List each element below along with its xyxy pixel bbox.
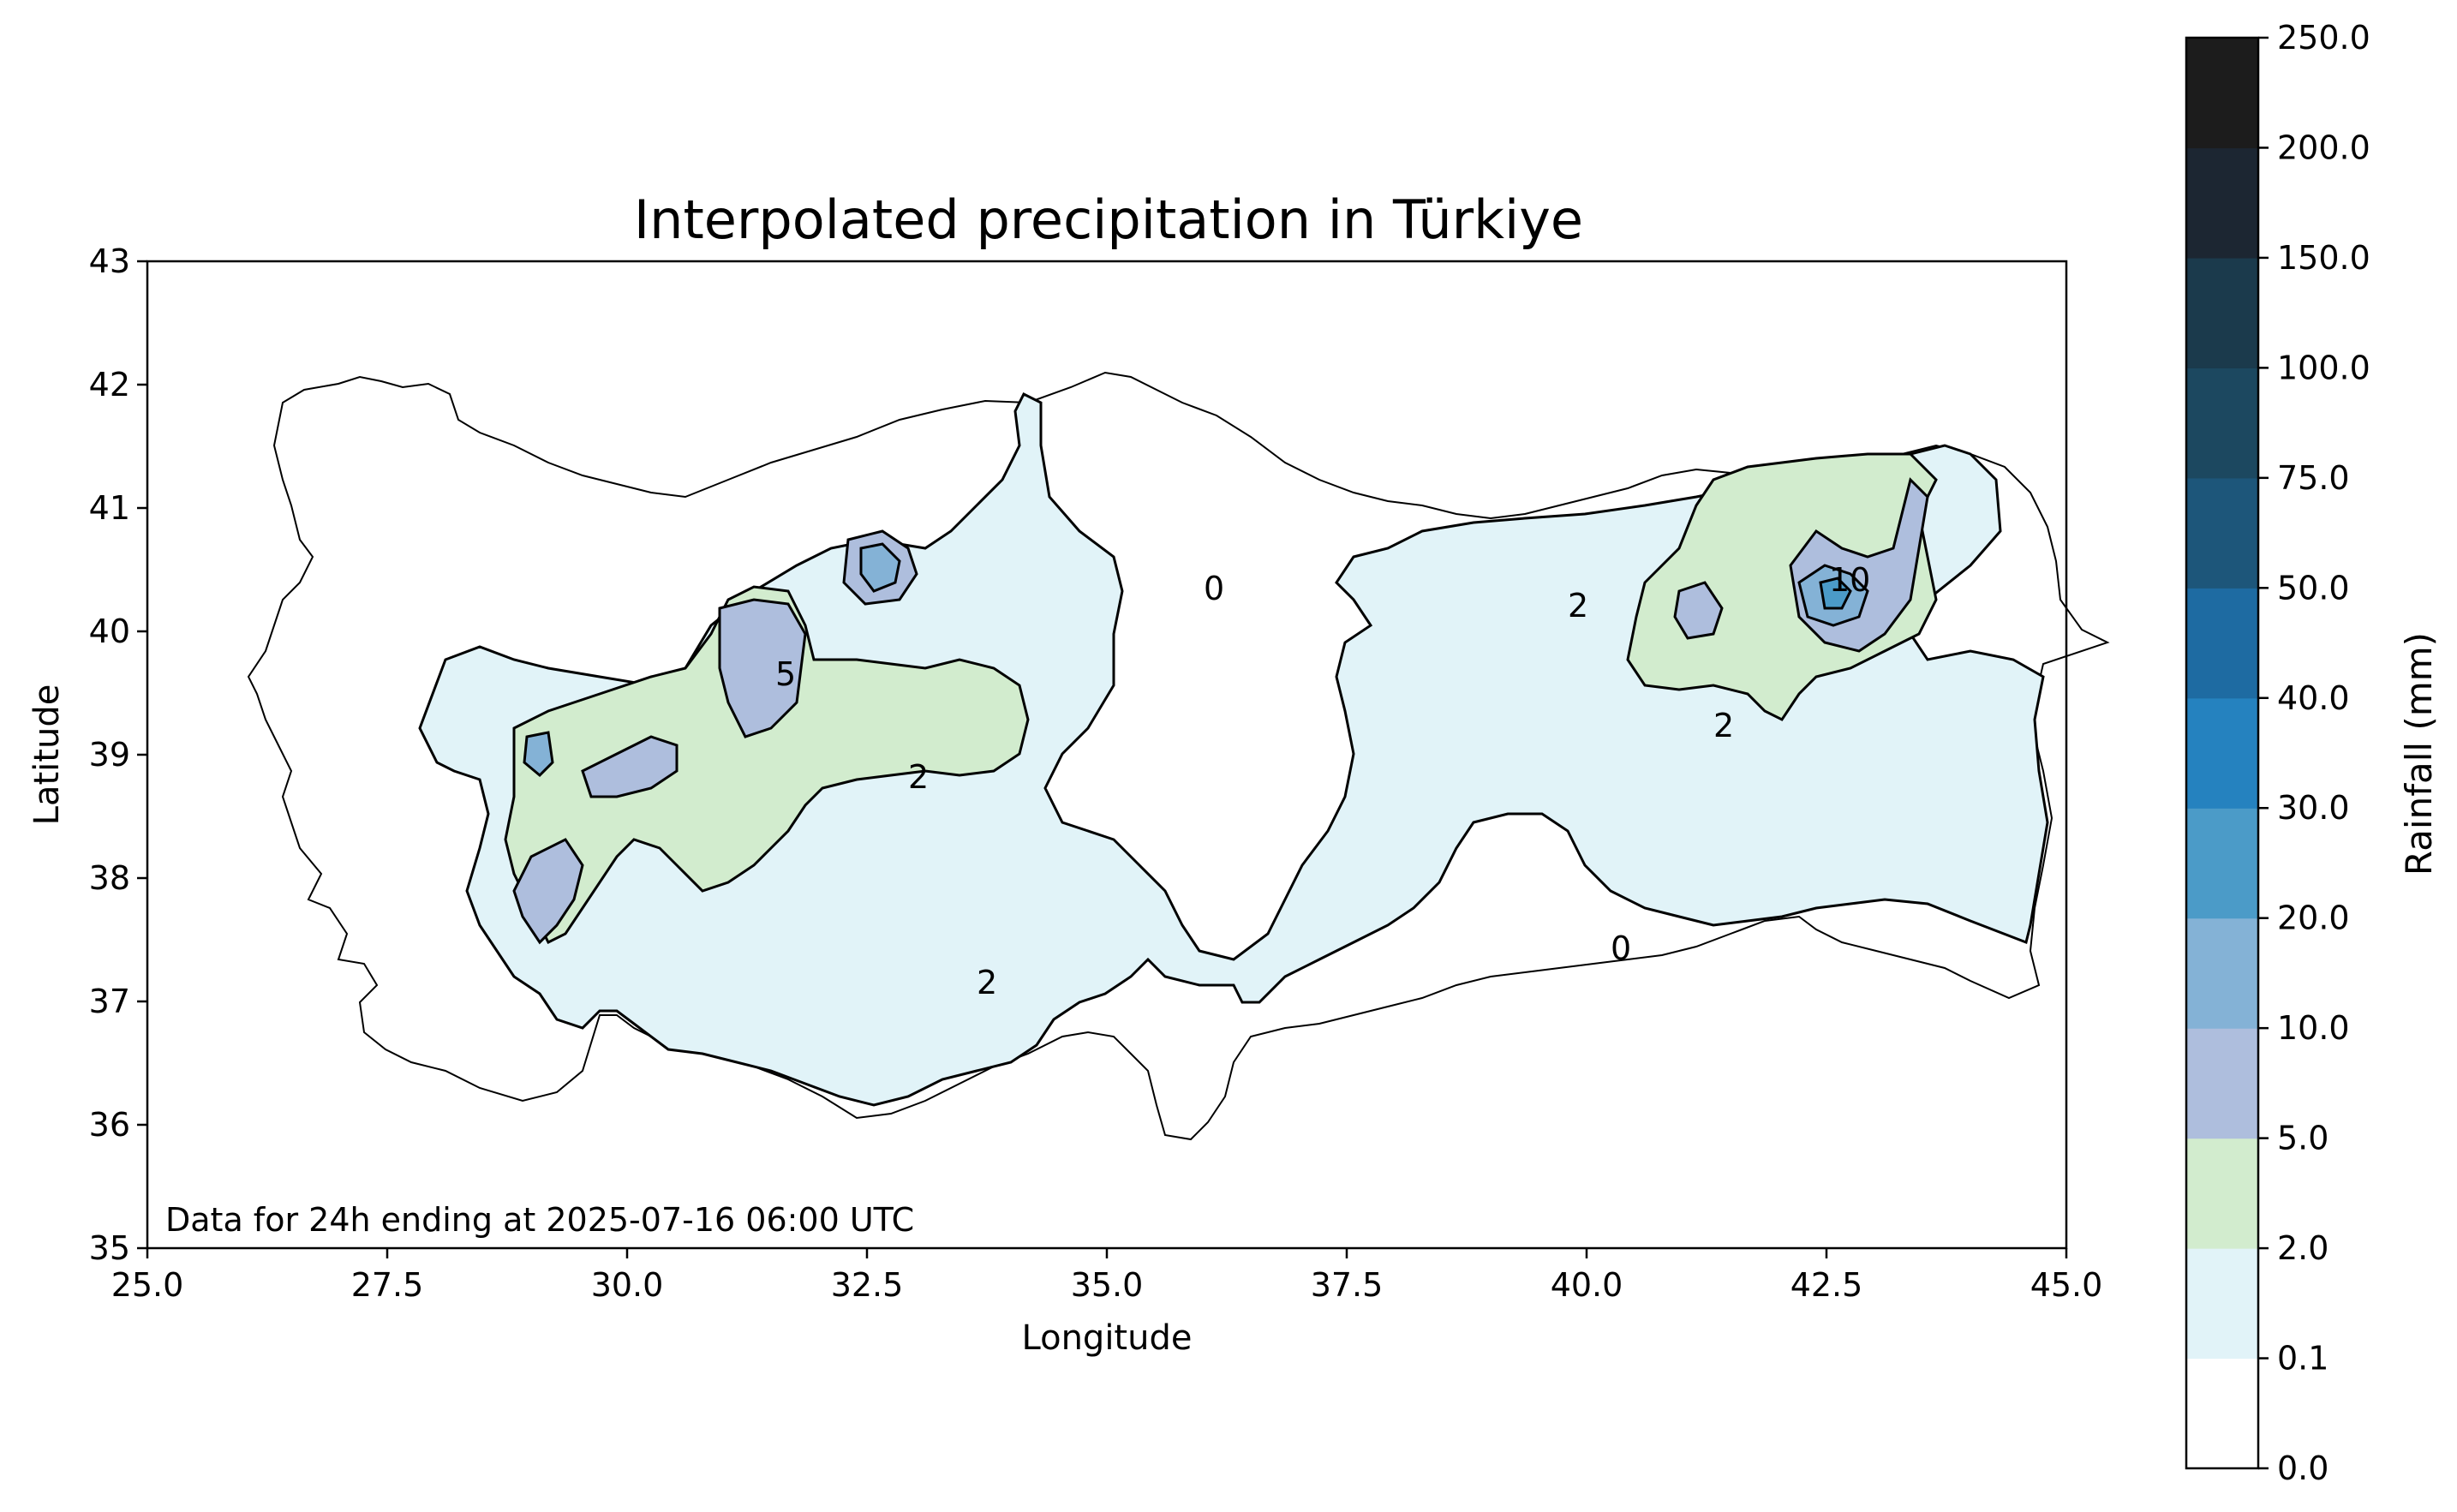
y-tick-label: 42 (89, 366, 130, 403)
contour-labels: 5 2 0 2 2 0 10 2 (775, 561, 1870, 1001)
x-tick-label: 27.5 (351, 1266, 424, 1304)
colorbar-tick-label: 20.0 (2277, 899, 2350, 937)
x-tick-label: 32.5 (831, 1266, 904, 1304)
colorbar-segment (2186, 147, 2258, 259)
contour-label: 0 (1611, 929, 1631, 967)
rain-region-5-10-a (718, 598, 807, 738)
x-axis-label: Longitude (1022, 1318, 1193, 1358)
colorbar-tick-label: 10.0 (2277, 1009, 2350, 1047)
rain-region-10-20-c (523, 731, 554, 778)
colorbar-tick-label: 0.1 (2277, 1340, 2328, 1378)
rain-region-5-10-c (581, 735, 679, 798)
x-tick-label: 30.0 (591, 1266, 664, 1304)
rain-region-2-5-east (1626, 452, 1938, 721)
colorbar-segment (2186, 1138, 2258, 1249)
y-axis: 35 36 37 38 39 40 41 42 43 (89, 242, 147, 1267)
rain-region-10-20-b (859, 542, 901, 593)
y-tick-label: 35 (89, 1229, 130, 1267)
y-tick-label: 39 (89, 736, 130, 774)
colorbar-segment (2186, 1358, 2258, 1469)
figure-title: Interpolated precipitation in Türkiye (634, 188, 1583, 251)
x-tick-label: 42.5 (1790, 1266, 1863, 1304)
data-note: Data for 24h ending at 2025-07-16 06:00 … (165, 1201, 914, 1239)
rain-region-5-10-e (1673, 581, 1724, 640)
y-axis-label: Latitude (27, 684, 67, 826)
x-tick-label: 35.0 (1071, 1266, 1144, 1304)
x-tick-label: 45.0 (2030, 1266, 2103, 1304)
y-tick-label: 43 (89, 242, 130, 280)
contour-label: 0 (1204, 570, 1224, 607)
colorbar-segment (2186, 1248, 2258, 1360)
contour-label: 2 (1568, 587, 1588, 625)
x-tick-label: 40.0 (1551, 1266, 1623, 1304)
y-tick-label: 37 (89, 983, 130, 1020)
rain-region-20-30-a (1819, 577, 1852, 610)
colorbar-tick-label: 50.0 (2277, 569, 2350, 607)
y-tick-label: 40 (89, 613, 130, 650)
rain-region-5-10-b (512, 838, 584, 945)
colorbar-tick-label: 2.0 (2277, 1229, 2328, 1267)
colorbar-segment (2186, 697, 2258, 809)
y-tick-label: 38 (89, 859, 130, 897)
contour-label: 2 (908, 758, 929, 796)
contour-label: 10 (1829, 561, 1870, 599)
colorbar-segment (2186, 1028, 2258, 1139)
contour-label: 5 (775, 655, 796, 693)
colorbar-label: Rainfall (mm) (2398, 632, 2440, 876)
x-tick-label: 37.5 (1311, 1266, 1384, 1304)
colorbar-segment (2186, 368, 2258, 479)
colorbar-tick-label: 30.0 (2277, 789, 2350, 827)
colorbar: 0.0 0.1 2.0 5.0 10.0 20.0 30.0 40.0 50.0 75.0 100.… (2185, 19, 2370, 1487)
colorbar-frame (2185, 36, 2260, 1470)
colorbar-segment (2186, 808, 2258, 919)
colorbar-tick-label: 75.0 (2277, 459, 2350, 497)
colorbar-segment (2186, 588, 2258, 699)
colorbar-segment (2186, 38, 2258, 149)
colorbar-tick-label: 200.0 (2277, 128, 2370, 166)
colorbar-tick-label: 250.0 (2277, 19, 2370, 57)
colorbar-segment (2186, 917, 2258, 1029)
note-background (156, 1197, 995, 1245)
colorbar-segment (2186, 257, 2258, 368)
colorbar-tick-label: 0.0 (2277, 1449, 2328, 1487)
colorbar-tick-label: 40.0 (2277, 679, 2350, 717)
rain-region-0.1-2 (418, 391, 2049, 1107)
colorbar-segment (2186, 477, 2258, 589)
x-tick-label: 25.0 (111, 1266, 184, 1304)
colorbar-tick-label: 150.0 (2277, 239, 2370, 277)
x-axis: 25.0 27.5 30.0 32.5 35.0 37.5 40.0 42.5 45.0 (111, 1248, 2103, 1304)
contour-label: 2 (1713, 707, 1734, 744)
y-tick-label: 36 (89, 1106, 130, 1144)
contour-label: 2 (977, 964, 997, 1001)
map-plot: 5 2 0 2 2 0 10 2 Data for 24h ending at … (146, 260, 2110, 1250)
y-tick-label: 41 (89, 489, 130, 527)
colorbar-tick-label: 100.0 (2277, 349, 2370, 386)
rain-region-2-5-west (504, 585, 1030, 945)
colorbar-tick-label: 5.0 (2277, 1120, 2328, 1157)
